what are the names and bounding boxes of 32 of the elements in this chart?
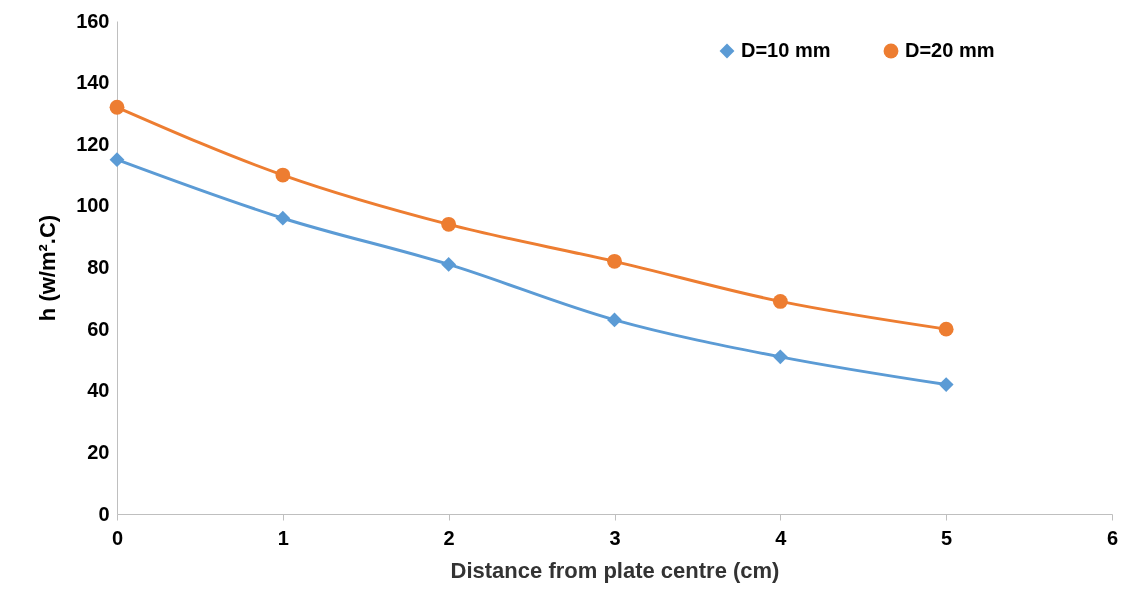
x-tick-label: 6 [1106,526,1119,549]
y-axis-title: h (w/m².C) [35,214,61,322]
y-tick-label: 160 [76,9,110,32]
point [772,349,788,365]
x-tick-label: 1 [277,526,289,549]
y-tick-label: 120 [76,132,110,155]
point [275,167,291,183]
point [938,377,954,392]
point [441,257,457,272]
point [275,210,291,226]
point [109,99,125,115]
y-tick-label: 140 [76,71,110,94]
y-tick-label: 40 [87,379,110,402]
x-tick-label: 5 [941,526,953,549]
y-tick-label: 20 [87,440,110,463]
x-tick-label: 4 [775,526,788,549]
point [607,312,622,328]
point [772,293,788,309]
x-axis-title: Distance from plate centre (cm) [450,557,780,583]
y-tick-label: 100 [76,194,110,217]
x-tick-label: 2 [443,526,455,549]
x-tick-label: 3 [609,526,621,549]
point [109,152,125,168]
y-tick-label: 0 [98,502,110,525]
point [607,253,622,269]
point [441,216,457,232]
y-tick-label: 80 [87,256,110,278]
legend-label: D=10 mm [741,39,831,61]
point [938,321,954,337]
y-tick-label: 60 [87,317,110,340]
legend-label: D=20 mm [905,39,995,61]
x-tick-label: 0 [111,526,124,549]
